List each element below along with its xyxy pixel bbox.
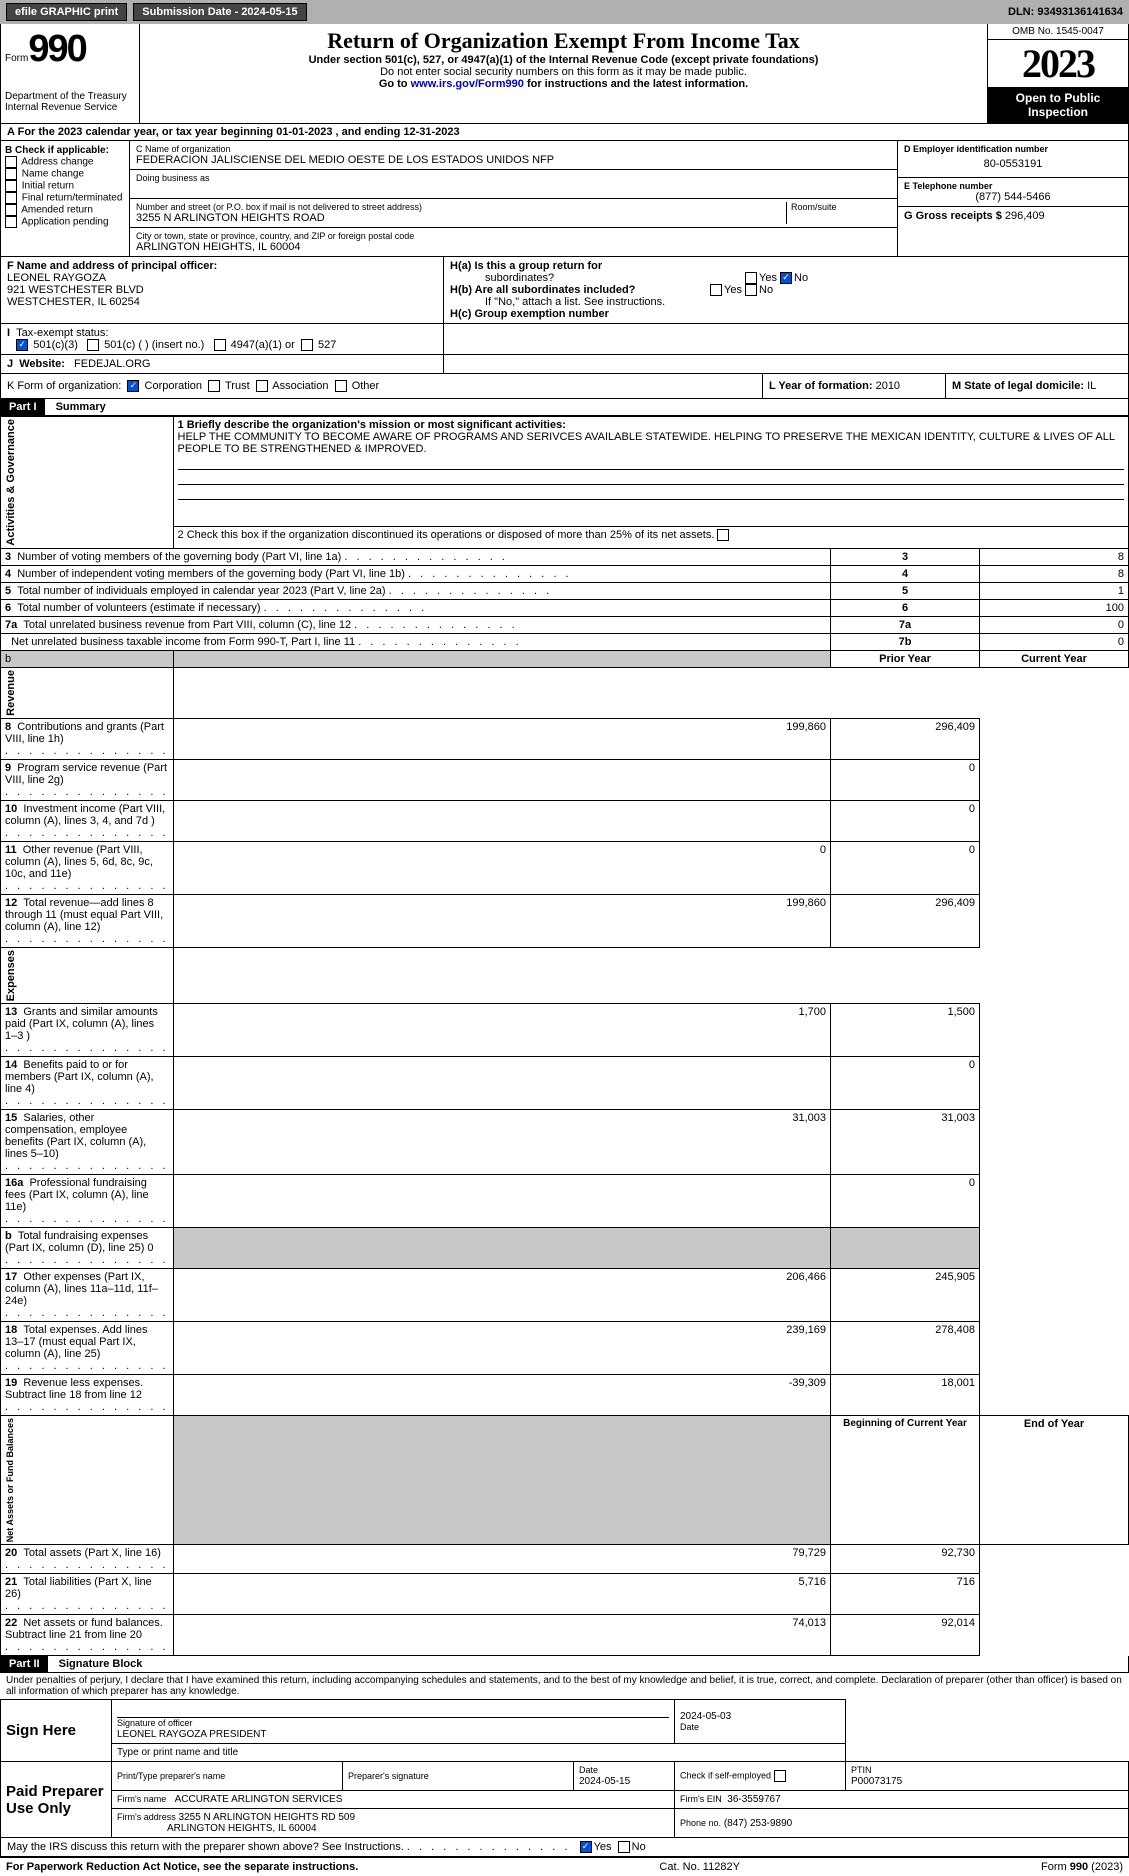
form-title: Return of Organization Exempt From Incom… bbox=[144, 28, 983, 54]
submission-button[interactable]: Submission Date - 2024-05-15 bbox=[133, 3, 306, 21]
501c3-checkbox[interactable] bbox=[16, 339, 28, 351]
summary-row: 13 Grants and similar amounts paid (Part… bbox=[1, 1003, 1129, 1056]
irs-link[interactable]: www.irs.gov/Form990 bbox=[411, 78, 524, 90]
omb-number: OMB No. 1545-0047 bbox=[988, 24, 1128, 40]
identity-block: B Check if applicable: Address change Na… bbox=[0, 141, 1129, 257]
summary-row: b Total fundraising expenses (Part IX, c… bbox=[1, 1227, 1129, 1268]
hb-no-checkbox[interactable] bbox=[745, 284, 757, 296]
form-subtitle2: Do not enter social security numbers on … bbox=[144, 66, 983, 78]
mission-text: HELP THE COMMUNITY TO BECOME AWARE OF PR… bbox=[178, 431, 1124, 455]
hb-yes-checkbox[interactable] bbox=[710, 284, 722, 296]
website: FEDEJAL.ORG bbox=[74, 358, 150, 370]
form-header: Form990 Department of the Treasury Inter… bbox=[0, 24, 1129, 124]
topbar: efile GRAPHIC print Submission Date - 20… bbox=[0, 0, 1129, 24]
summary-row: 14 Benefits paid to or for members (Part… bbox=[1, 1056, 1129, 1109]
summary-row: 11 Other revenue (Part VIII, column (A),… bbox=[1, 841, 1129, 894]
form-number: 990 bbox=[28, 28, 85, 70]
org-name: FEDERACION JALISCIENSE DEL MEDIO OESTE D… bbox=[136, 154, 891, 166]
ein: 80-0553191 bbox=[904, 154, 1122, 174]
summary-row: 18 Total expenses. Add lines 13–17 (must… bbox=[1, 1321, 1129, 1374]
org-street: 3255 N ARLINGTON HEIGHTS ROAD bbox=[136, 212, 786, 224]
summary-row: 21 Total liabilities (Part X, line 26) 5… bbox=[1, 1574, 1129, 1615]
fh-block: F Name and address of principal officer:… bbox=[0, 257, 1129, 324]
summary-row: 8 Contributions and grants (Part VIII, l… bbox=[1, 718, 1129, 759]
page-footer: For Paperwork Reduction Act Notice, see … bbox=[0, 1857, 1129, 1876]
summary-row: Net unrelated business taxable income fr… bbox=[1, 633, 1129, 650]
form-label: Form bbox=[5, 53, 28, 64]
tax-year: 2023 bbox=[988, 40, 1128, 87]
phone: (877) 544-5466 bbox=[904, 191, 1122, 203]
part1-table: Activities & Governance 1 Briefly descri… bbox=[0, 416, 1129, 1656]
summary-row: 9 Program service revenue (Part VIII, li… bbox=[1, 759, 1129, 800]
j-row: J Website: FEDEJAL.ORG bbox=[0, 355, 1129, 374]
summary-row: 22 Net assets or fund balances. Subtract… bbox=[1, 1615, 1129, 1656]
summary-row: 4 Number of independent voting members o… bbox=[1, 565, 1129, 582]
perjury-declaration: Under penalties of perjury, I declare th… bbox=[0, 1673, 1129, 1699]
part2-header: Part II Signature Block bbox=[0, 1656, 1129, 1673]
ij-row: I Tax-exempt status: 501(c)(3) 501(c) ( … bbox=[0, 324, 1129, 355]
summary-row: 5 Total number of individuals employed i… bbox=[1, 582, 1129, 599]
gross-receipts: 296,409 bbox=[1005, 210, 1045, 222]
signature-table: Sign Here Signature of officer LEONEL RA… bbox=[0, 1699, 1129, 1838]
summary-row: 16a Professional fundraising fees (Part … bbox=[1, 1174, 1129, 1227]
efile-button[interactable]: efile GRAPHIC print bbox=[6, 3, 127, 21]
discuss-row: May the IRS discuss this return with the… bbox=[0, 1838, 1129, 1857]
summary-row: 20 Total assets (Part X, line 16) 79,729… bbox=[1, 1545, 1129, 1574]
inspection-badge: Open to PublicInspection bbox=[988, 87, 1128, 123]
box-deg: D Employer identification number 80-0553… bbox=[897, 141, 1128, 256]
boxb-item: Address change bbox=[5, 156, 125, 168]
summary-row: 7a Total unrelated business revenue from… bbox=[1, 616, 1129, 633]
form-subtitle1: Under section 501(c), 527, or 4947(a)(1)… bbox=[144, 54, 983, 66]
boxb-item: Amended return bbox=[5, 204, 125, 216]
period-line: A For the 2023 calendar year, or tax yea… bbox=[0, 124, 1129, 141]
org-city: ARLINGTON HEIGHTS, IL 60004 bbox=[136, 241, 891, 253]
ha-no-checkbox[interactable] bbox=[780, 272, 792, 284]
discuss-no-checkbox[interactable] bbox=[618, 1841, 630, 1853]
discuss-yes-checkbox[interactable] bbox=[580, 1841, 592, 1853]
summary-row: 6 Total number of volunteers (estimate i… bbox=[1, 599, 1129, 616]
klm-row: K Form of organization: Corporation Trus… bbox=[0, 374, 1129, 399]
ha-yes-checkbox[interactable] bbox=[745, 272, 757, 284]
part1-header: Part I Summary bbox=[0, 399, 1129, 416]
summary-row: 15 Salaries, other compensation, employe… bbox=[1, 1109, 1129, 1174]
boxb-item: Application pending bbox=[5, 216, 125, 228]
box-c: C Name of organization FEDERACION JALISC… bbox=[130, 141, 897, 256]
box-b: B Check if applicable: Address change Na… bbox=[1, 141, 130, 256]
dln-label: DLN: 93493136141634 bbox=[1008, 6, 1123, 18]
dept-label: Department of the Treasury Internal Reve… bbox=[5, 91, 135, 113]
boxb-item: Final return/terminated bbox=[5, 192, 125, 204]
summary-row: 19 Revenue less expenses. Subtract line … bbox=[1, 1374, 1129, 1415]
boxb-item: Initial return bbox=[5, 180, 125, 192]
boxb-item: Name change bbox=[5, 168, 125, 180]
summary-row: 3 Number of voting members of the govern… bbox=[1, 548, 1129, 565]
summary-row: 12 Total revenue—add lines 8 through 11 … bbox=[1, 894, 1129, 947]
summary-row: 17 Other expenses (Part IX, column (A), … bbox=[1, 1268, 1129, 1321]
form-subtitle3: Go to www.irs.gov/Form990 for instructio… bbox=[144, 78, 983, 90]
summary-row: 10 Investment income (Part VIII, column … bbox=[1, 800, 1129, 841]
